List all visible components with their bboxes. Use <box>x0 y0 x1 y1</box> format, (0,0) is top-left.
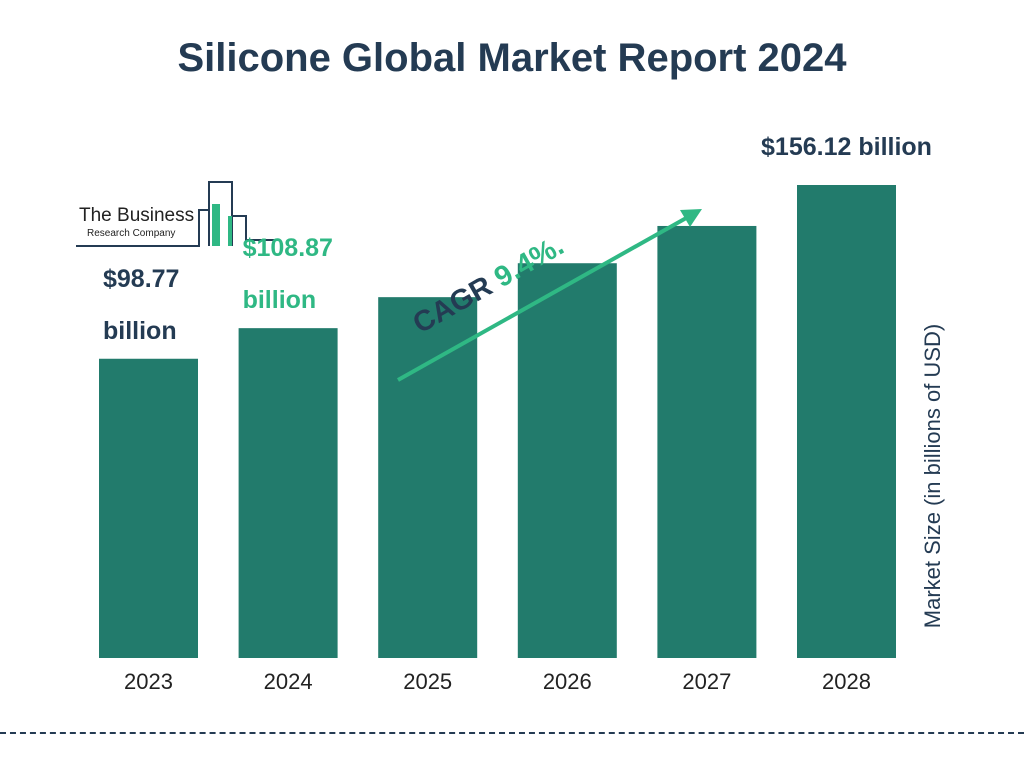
cagr-arrow-head <box>680 209 702 227</box>
company-logo: The Business Research Company <box>76 180 286 250</box>
bar-2023 <box>99 358 198 658</box>
data-label-2028: $156.12 billion <box>761 133 932 161</box>
x-tick-label: 2026 <box>543 669 592 694</box>
bar-2026 <box>517 263 617 658</box>
bar-2028 <box>797 185 896 658</box>
data-label-2023: billion <box>103 317 177 345</box>
logo-company-subtitle: Research Company <box>87 228 176 239</box>
data-label-2023: $98.77 <box>103 265 179 293</box>
x-tick-label: 2028 <box>822 669 871 694</box>
page-title: Silicone Global Market Report 2024 <box>177 36 847 80</box>
logo-company-name: The Business <box>79 205 195 226</box>
data-label-2024: billion <box>243 286 317 314</box>
bar-2025 <box>378 297 478 658</box>
y-axis-label: Market Size (in billions of USD) <box>920 323 945 629</box>
bottom-divider <box>0 732 1024 734</box>
x-tick-label: 2024 <box>264 669 313 694</box>
cagr-arrow-line <box>397 215 689 382</box>
data-label-2024: $108.87 <box>243 234 333 262</box>
x-tick-label: 2027 <box>682 669 731 694</box>
bar-2024 <box>238 328 338 658</box>
building-bars-icon <box>76 181 280 247</box>
bar-2027 <box>657 225 757 658</box>
x-tick-label: 2025 <box>403 669 452 694</box>
x-tick-label: 2023 <box>124 669 173 694</box>
